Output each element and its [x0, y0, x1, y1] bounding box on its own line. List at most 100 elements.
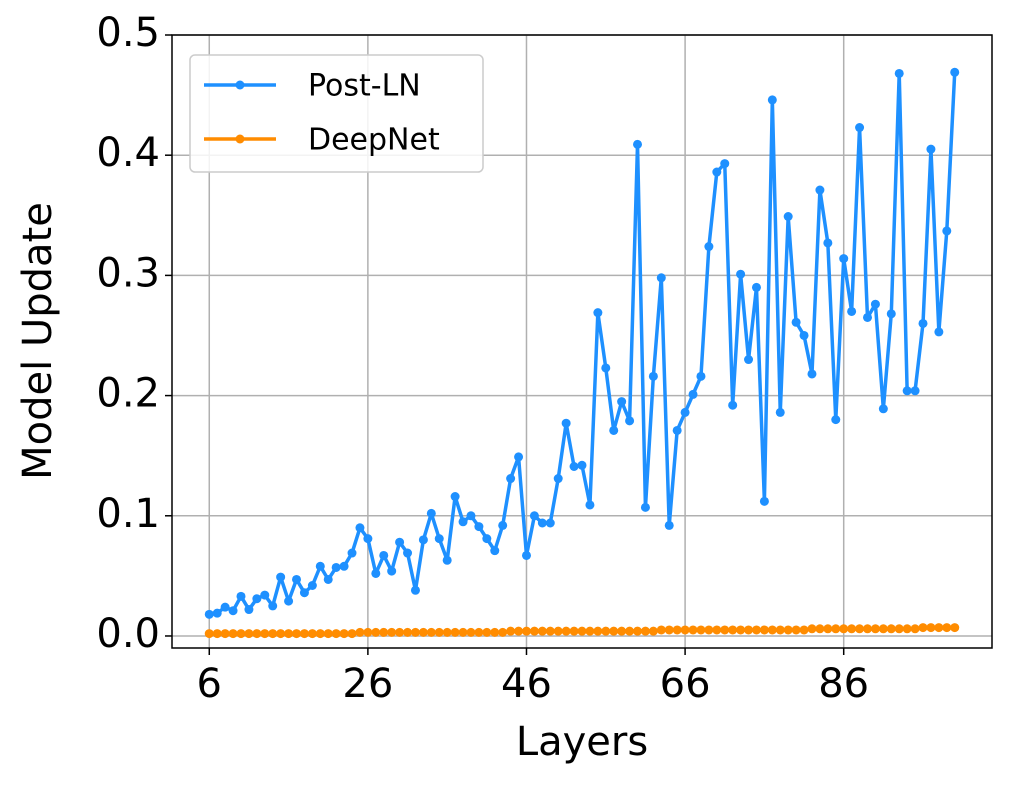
data-point — [815, 624, 825, 634]
data-point — [759, 496, 769, 506]
data-point — [775, 407, 785, 417]
data-point — [434, 627, 444, 637]
data-point — [696, 371, 706, 381]
data-point — [664, 520, 674, 530]
data-point — [514, 626, 524, 636]
data-point — [426, 508, 436, 518]
data-point — [220, 629, 230, 639]
data-point — [664, 625, 674, 635]
data-point — [442, 555, 452, 565]
data-point — [244, 605, 254, 615]
y-tick-label: 0.4 — [96, 130, 160, 176]
data-point — [331, 562, 341, 572]
data-point — [609, 425, 619, 435]
data-point — [307, 580, 317, 590]
data-point — [395, 627, 405, 637]
data-point — [862, 312, 872, 322]
data-point — [371, 568, 381, 578]
data-point — [712, 625, 722, 635]
data-point — [744, 355, 754, 365]
data-point — [387, 566, 397, 576]
data-point — [474, 627, 484, 637]
data-point — [791, 625, 801, 635]
data-point — [839, 254, 849, 264]
data-point — [934, 327, 944, 337]
data-point — [633, 139, 643, 149]
data-point — [521, 550, 531, 560]
data-point — [736, 269, 746, 279]
data-point — [767, 95, 777, 105]
data-point — [870, 299, 880, 309]
data-point — [418, 535, 428, 545]
data-point — [339, 629, 349, 639]
data-point — [720, 159, 730, 169]
data-point — [585, 626, 595, 636]
data-point — [292, 629, 302, 639]
data-point — [672, 625, 682, 635]
data-point — [640, 502, 650, 512]
data-point — [680, 407, 690, 417]
data-point — [878, 404, 888, 414]
data-point — [886, 309, 896, 319]
data-point — [712, 167, 722, 177]
data-point — [862, 624, 872, 634]
data-point — [839, 624, 849, 634]
data-point — [307, 629, 317, 639]
data-point — [450, 627, 460, 637]
data-point — [593, 626, 603, 636]
data-point — [847, 624, 857, 634]
data-point — [926, 623, 936, 633]
data-point — [910, 624, 920, 634]
data-point — [426, 627, 436, 637]
data-point — [751, 282, 761, 292]
data-point — [886, 624, 896, 634]
data-point — [228, 629, 238, 639]
data-point — [482, 627, 492, 637]
data-point — [442, 627, 452, 637]
data-point — [458, 517, 468, 527]
data-point — [831, 415, 841, 425]
data-point — [410, 585, 420, 595]
data-point — [783, 625, 793, 635]
data-point — [545, 626, 555, 636]
data-point — [855, 624, 865, 634]
data-point — [339, 561, 349, 571]
x-tick-label: 6 — [197, 661, 222, 707]
data-point — [537, 626, 547, 636]
data-point — [767, 625, 777, 635]
data-point — [228, 606, 238, 616]
data-point — [625, 626, 635, 636]
data-point — [521, 626, 531, 636]
data-point — [561, 626, 571, 636]
y-tick-label: 0.2 — [96, 371, 160, 417]
data-point — [688, 625, 698, 635]
data-point — [617, 626, 627, 636]
plot-frame — [171, 34, 993, 649]
data-point — [212, 629, 222, 639]
data-point — [434, 534, 444, 544]
data-point — [609, 626, 619, 636]
x-tick-label: 66 — [660, 661, 711, 707]
y-tick-label: 0.5 — [96, 10, 160, 56]
data-point — [934, 623, 944, 633]
data-point — [529, 511, 539, 521]
data-point — [450, 492, 460, 502]
data-point — [347, 629, 357, 639]
data-point — [514, 452, 524, 462]
data-point — [284, 629, 294, 639]
data-point — [601, 626, 611, 636]
x-tick-label: 86 — [818, 661, 869, 707]
data-point — [815, 185, 825, 195]
data-point — [458, 627, 468, 637]
data-point — [299, 588, 309, 598]
data-point — [704, 242, 714, 252]
data-point — [585, 500, 595, 510]
data-point — [545, 518, 555, 528]
data-point — [656, 625, 666, 635]
data-point — [648, 626, 658, 636]
data-point — [831, 624, 841, 634]
data-point — [292, 574, 302, 584]
data-point — [910, 386, 920, 396]
data-point — [640, 626, 650, 636]
